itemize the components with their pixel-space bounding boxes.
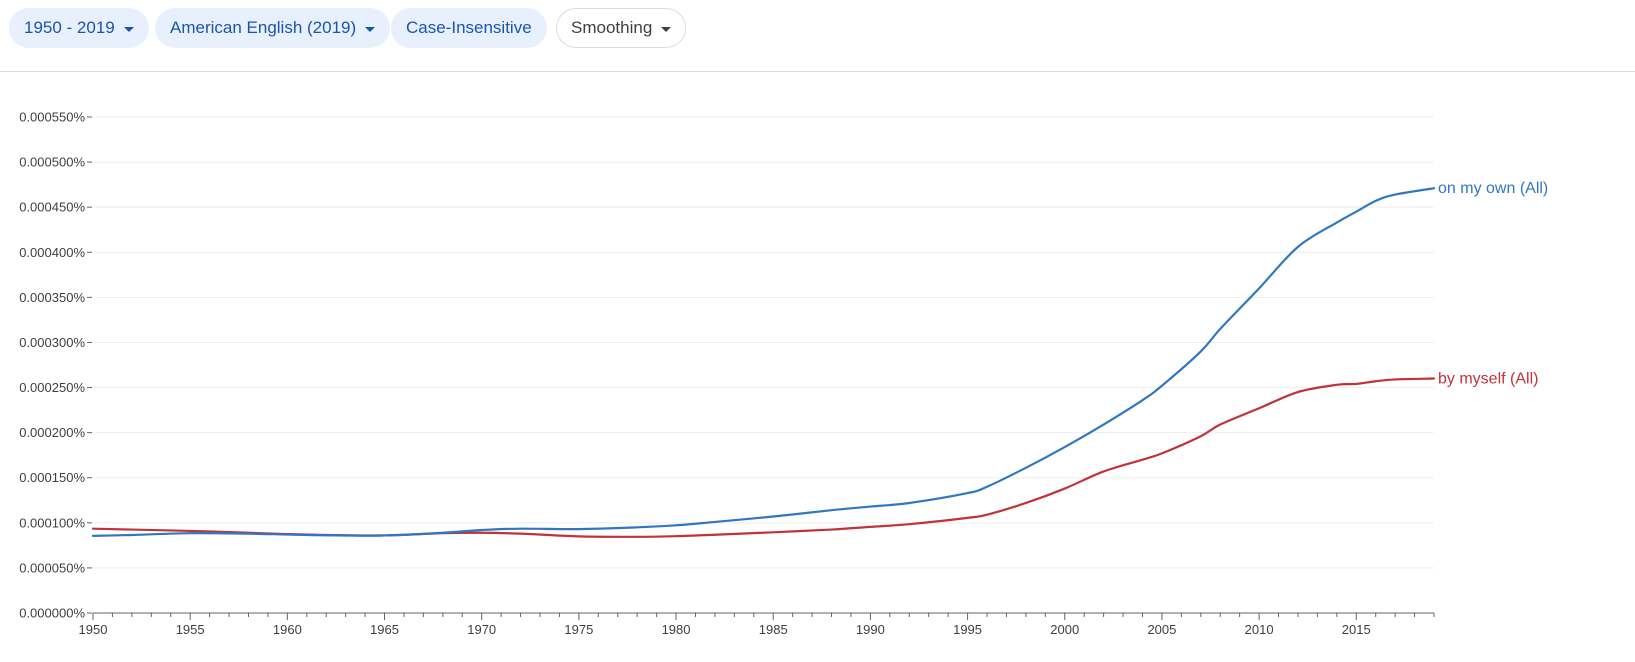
- case-insensitive-toggle[interactable]: Case-Insensitive: [391, 8, 547, 48]
- case-label: Case-Insensitive: [406, 18, 532, 37]
- x-tick-label: 1960: [273, 622, 302, 637]
- x-tick-label: 1995: [953, 622, 982, 637]
- y-tick-label: 0.000400%: [19, 245, 85, 260]
- corpus-label: American English (2019): [170, 18, 357, 37]
- series-label: by myself (All): [1438, 371, 1538, 388]
- y-tick-label: 0.000000%: [19, 606, 85, 621]
- x-tick-label: 1975: [564, 622, 593, 637]
- grid: [93, 116, 1434, 569]
- x-tick-label: 1950: [79, 622, 108, 637]
- x-tick-label: 2000: [1050, 622, 1079, 637]
- x-tick-label: 2015: [1342, 622, 1371, 637]
- y-tick-label: 0.000550%: [19, 110, 85, 125]
- series: on my own (All) by myself (All): [91, 180, 1548, 538]
- x-tick-label: 1965: [370, 622, 399, 637]
- toolbar: 1950 - 2019 American English (2019) Case…: [0, 0, 1635, 72]
- y-tick-label: 0.000100%: [19, 515, 85, 530]
- y-tick-label: 0.000300%: [19, 335, 85, 350]
- smoothing-dropdown[interactable]: Smoothing: [556, 8, 687, 48]
- series-line: [91, 377, 1436, 538]
- axes: 0.000000% 0.000050% 0.000100% 0.000150% 0.00…: [19, 110, 1435, 637]
- x-tick-label: 1990: [856, 622, 885, 637]
- x-tick-label: 2005: [1147, 622, 1176, 637]
- year-range-dropdown[interactable]: 1950 - 2019: [9, 8, 149, 48]
- series-label: on my own (All): [1438, 180, 1548, 197]
- corpus-dropdown[interactable]: American English (2019): [155, 8, 391, 48]
- x-tick-label: 2010: [1245, 622, 1274, 637]
- y-tick-label: 0.000250%: [19, 380, 85, 395]
- chevron-down-icon: [661, 26, 672, 32]
- y-tick-label: 0.000050%: [19, 560, 85, 575]
- x-tick-label: 1970: [467, 622, 496, 637]
- y-tick-label: 0.000350%: [19, 290, 85, 305]
- x-tick-label: 1980: [662, 622, 691, 637]
- chevron-down-icon: [365, 26, 376, 32]
- y-tick-label: 0.000450%: [19, 200, 85, 215]
- ngram-chart: 0.000000% 0.000050% 0.000100% 0.000150% 0.00…: [19, 110, 1548, 638]
- smoothing-label: Smoothing: [571, 18, 653, 37]
- x-tick-label: 1955: [176, 622, 205, 637]
- chevron-down-icon: [123, 26, 134, 32]
- y-tick-label: 0.000500%: [19, 155, 85, 170]
- y-tick-label: 0.000150%: [19, 470, 85, 485]
- series-line: [91, 187, 1436, 537]
- y-tick-label: 0.000200%: [19, 425, 85, 440]
- year-range-label: 1950 - 2019: [24, 18, 115, 37]
- x-tick-label: 1985: [759, 622, 788, 637]
